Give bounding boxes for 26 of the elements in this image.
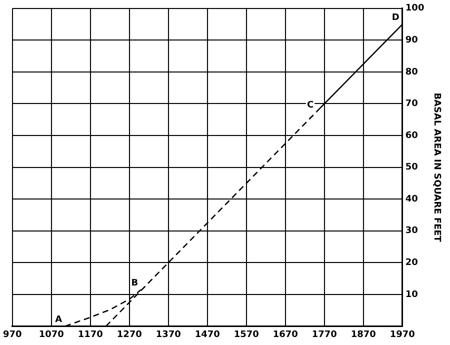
y-tick-label: 10 [405, 290, 418, 300]
x-tick-label: 1770 [312, 330, 337, 340]
y-tick-label: 20 [405, 258, 418, 268]
annotation: D [392, 13, 400, 24]
x-tick-label: 1170 [78, 330, 103, 340]
y-tick-label: 100 [405, 4, 424, 14]
y-axis-title: BASAL AREA IN SQUARE FEET [431, 92, 442, 243]
y-tick-label: 40 [405, 194, 418, 204]
y-tick-label: 50 [405, 162, 418, 173]
y-tick-label: 80 [405, 67, 418, 78]
y-tick-label: 30 [405, 226, 418, 236]
y-tick-label: 90 [405, 36, 418, 46]
x-tick-label: 1470 [194, 330, 220, 340]
annotation: A [55, 315, 62, 326]
y-tick-label: 60 [405, 130, 418, 141]
annotation: C [307, 100, 314, 111]
x-tick-label: 970 [2, 330, 22, 340]
x-tick-label: 1270 [116, 330, 142, 340]
x-tick-label: 1570 [234, 330, 259, 340]
x-tick-label: 1970 [390, 330, 415, 340]
annotation: B [131, 278, 138, 288]
y-tick-label: 70 [405, 99, 418, 110]
x-tick-label: 1370 [156, 330, 181, 340]
x-tick-label: 1070 [38, 330, 64, 340]
x-tick-label: 1670 [272, 330, 298, 340]
x-tick-label: 1870 [350, 330, 376, 340]
